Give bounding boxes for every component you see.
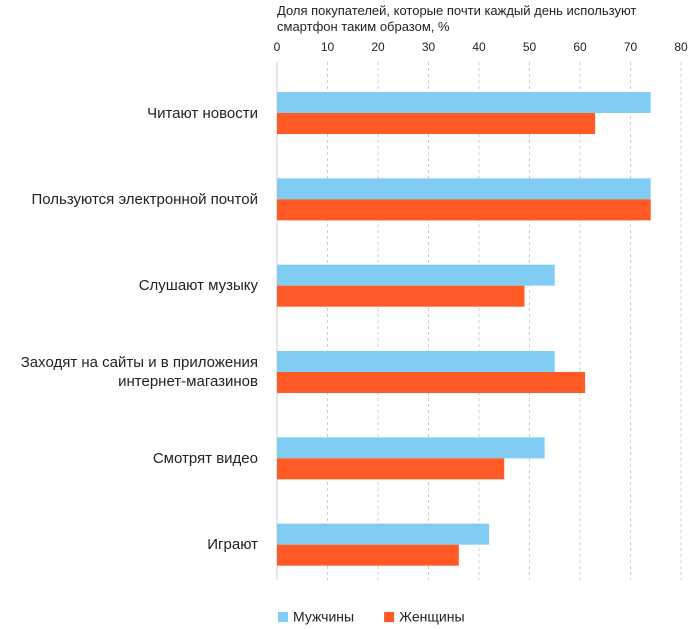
legend-label: Женщины bbox=[399, 609, 464, 625]
bar bbox=[277, 178, 651, 200]
y-tick-label: Читают новости bbox=[147, 104, 258, 122]
bar bbox=[277, 372, 586, 393]
x-tick-label: 80 bbox=[674, 40, 688, 54]
bar bbox=[277, 199, 651, 221]
chart-title: Доля покупателей, которые почти каждый д… bbox=[277, 3, 637, 34]
bar bbox=[277, 351, 555, 372]
x-tick-label: 0 bbox=[274, 40, 281, 54]
y-tick-label: Заходят на сайты и в приложения интернет… bbox=[20, 354, 258, 390]
x-tick-label: 60 bbox=[573, 40, 587, 54]
x-tick-label: 50 bbox=[523, 40, 537, 54]
bar bbox=[277, 544, 459, 566]
legend-label: Мужчины bbox=[293, 609, 354, 625]
bar bbox=[277, 458, 505, 480]
x-tick-label: 20 bbox=[371, 40, 385, 54]
x-tick-label: 40 bbox=[472, 40, 486, 54]
x-tick-label: 10 bbox=[321, 40, 335, 54]
bar bbox=[277, 437, 545, 459]
bar bbox=[277, 92, 651, 113]
y-tick-label: Смотрят видео bbox=[152, 449, 258, 467]
y-tick-label: Слушают музыку bbox=[138, 277, 258, 295]
bar bbox=[277, 523, 490, 545]
bar bbox=[277, 113, 596, 134]
x-tick-label: 30 bbox=[422, 40, 436, 54]
y-tick-label: Играют bbox=[207, 536, 258, 554]
y-tick-label: Пользуются электронной почтой bbox=[31, 190, 258, 208]
bar bbox=[277, 264, 555, 286]
x-tick-label: 70 bbox=[624, 40, 638, 54]
legend-swatch bbox=[384, 612, 395, 622]
bar bbox=[277, 285, 525, 307]
legend-swatch bbox=[278, 612, 288, 622]
